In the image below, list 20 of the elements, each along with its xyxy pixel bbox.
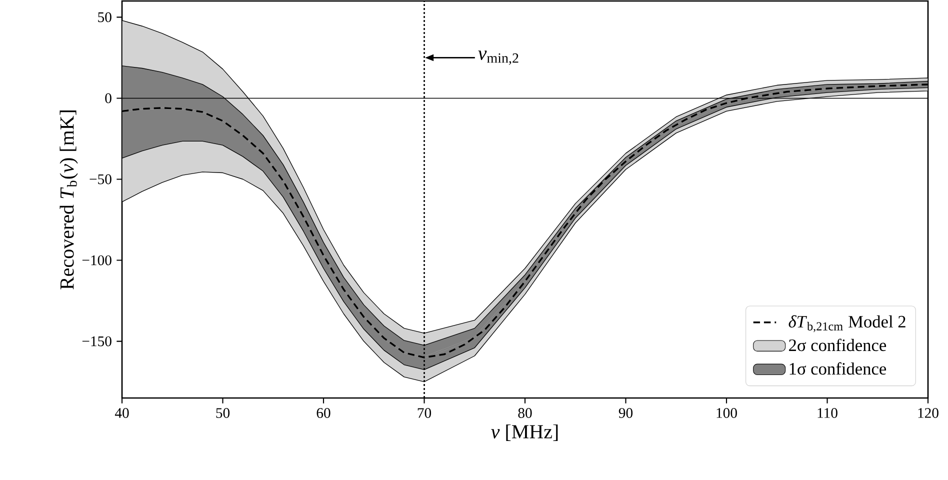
x-tick-label: 50 [216,408,230,418]
y-tick-label: −50 [90,174,112,184]
x-tick-label: 40 [114,408,129,418]
x-tick-label: 80 [518,408,532,418]
annotation: ν$_{min,2}$ [478,50,518,65]
y-tick-label: 0 [105,93,112,104]
y-tick-label: −150 [82,336,112,346]
y-tick-label: −100 [82,255,112,266]
x-tick-label: 60 [316,408,330,418]
x-tick-label: 100 [716,408,737,418]
y-tick-label: 50 [98,12,112,22]
x-tick-label: 90 [618,408,633,418]
legend-label: δT$_{b,21cm}$ Model 2 [788,315,906,332]
x-tick-label: 120 [918,408,938,418]
x-axis-title: ν [MHz] [491,424,558,441]
x-tick-label: 70 [418,408,432,418]
y-axis-title: Recovered T$_{b}$(ν) [mK] [60,110,78,290]
legend-label: 1σ confidence [790,362,886,375]
legend-label: 2σ confidence [789,338,886,352]
x-tick-label: 110 [818,408,838,418]
